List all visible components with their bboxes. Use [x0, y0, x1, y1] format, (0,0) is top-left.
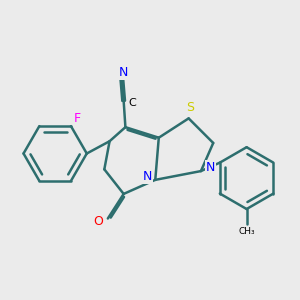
Text: CH₃: CH₃ [238, 227, 255, 236]
Text: S: S [186, 101, 194, 114]
Text: O: O [93, 215, 103, 228]
Text: N: N [143, 170, 152, 183]
Text: C: C [129, 98, 136, 108]
Text: N: N [206, 161, 215, 174]
Text: F: F [74, 112, 81, 125]
Text: N: N [119, 65, 128, 79]
